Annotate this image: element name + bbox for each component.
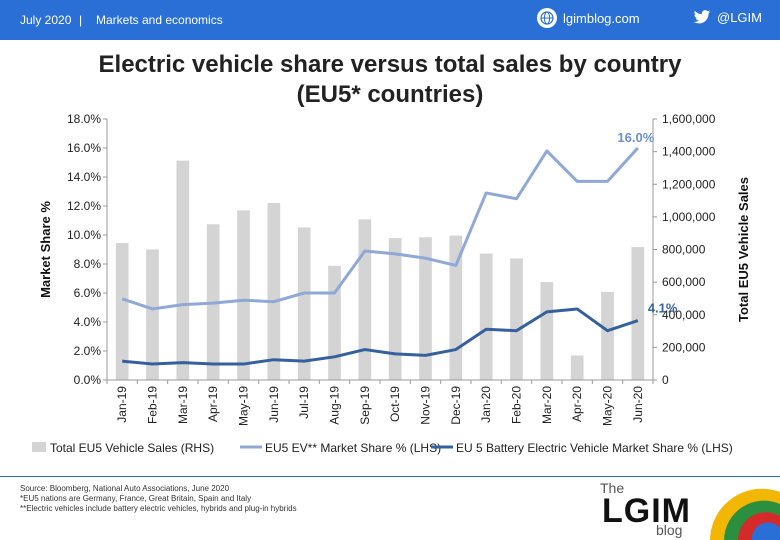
bar-total-sales <box>115 242 129 380</box>
bar-total-sales <box>146 249 159 380</box>
bar-total-sales <box>510 258 523 380</box>
bar-total-sales <box>297 227 311 380</box>
x-tick-label: Dec-19 <box>449 386 463 425</box>
y-axis-title-left: Market Share % <box>38 201 53 298</box>
right-tick-label: 800,000 <box>662 243 706 257</box>
chart: 0.0% 2.0% 4.0% 6.0% 8.0% 10.0% 12.0% 14.0% 16.0%… <box>32 112 751 455</box>
x-tick-label: Jun-20 <box>631 386 645 423</box>
left-tick-label: 8.0% <box>74 257 102 271</box>
lgim-blog-logo[interactable]: The LGIM blog <box>600 478 780 540</box>
x-tick-label: May-20 <box>601 386 615 426</box>
y-axis-title-right: Total EU5 Vehicle Sales <box>736 177 751 322</box>
right-tick-label: 1,400,000 <box>662 145 716 159</box>
footer-notes: Source: Bloomberg, National Auto Associa… <box>20 484 297 514</box>
site-label: lgimblog.com <box>563 10 640 26</box>
twitter-link[interactable]: @LGIM <box>693 10 762 25</box>
left-tick-label: 14.0% <box>67 170 101 184</box>
header-separator: | <box>79 13 83 27</box>
x-tick-label: Jan-19 <box>115 386 129 423</box>
left-tick-label: 2.0% <box>74 344 102 358</box>
bar-total-sales <box>237 210 250 380</box>
right-tick-label: 400,000 <box>662 308 706 322</box>
x-tick-label: Apr-20 <box>570 386 584 422</box>
bar-total-sales <box>570 355 584 380</box>
left-tick-label: 16.0% <box>67 141 101 155</box>
right-tick-label: 600,000 <box>662 275 706 289</box>
logo-lgim: LGIM <box>602 492 691 530</box>
bar-total-sales <box>479 253 493 380</box>
bar-total-sales <box>631 247 645 380</box>
site-link[interactable]: lgimblog.com <box>537 8 640 28</box>
right-tick-label: 1,000,000 <box>662 210 716 224</box>
footer-note-source: Source: Bloomberg, National Auto Associa… <box>20 484 230 493</box>
bar-total-sales <box>328 265 341 380</box>
left-tick-label: 12.0% <box>67 199 101 213</box>
right-tick-label: 1,200,000 <box>662 177 716 191</box>
twitter-handle: @LGIM <box>717 10 762 25</box>
left-tick-label: 18.0% <box>67 112 101 126</box>
annotation-ev-share: 16.0% <box>617 130 654 145</box>
x-tick-label: Mar-19 <box>176 386 190 424</box>
x-tick-label: Apr-19 <box>206 386 220 422</box>
x-tick-label: Sep-19 <box>358 386 372 425</box>
x-tick-label: Feb-19 <box>146 386 160 424</box>
annotation-bev-share: 4.1% <box>648 301 678 316</box>
right-tick-label: 200,000 <box>662 340 706 354</box>
chart-title-line2: (EU5* countries) <box>296 81 484 108</box>
bar-total-sales <box>176 160 190 380</box>
bar-total-sales <box>601 291 614 380</box>
chart-title-line1: Electric vehicle share versus total sale… <box>98 51 682 78</box>
legend-label-total-sales: Total EU5 Vehicle Sales (RHS) <box>50 441 214 455</box>
bar-total-sales <box>358 219 372 380</box>
x-tick-label: Jan-20 <box>479 386 493 423</box>
footer-note-ev: **Electric vehicles include battery elec… <box>20 504 297 513</box>
x-tick-label: Jun-19 <box>267 386 281 423</box>
line-bev-share <box>122 307 639 366</box>
section-link[interactable]: Markets and economics <box>96 13 223 27</box>
left-tick-label: 4.0% <box>74 315 102 329</box>
bar-total-sales <box>419 237 432 380</box>
logo-blog: blog <box>656 522 683 538</box>
twitter-bird-icon <box>693 10 711 24</box>
bar-total-sales <box>449 235 463 380</box>
bar-total-sales <box>267 203 281 380</box>
bar-total-sales <box>540 282 554 380</box>
bar-total-sales <box>388 238 402 380</box>
umbrella-icon <box>710 488 780 540</box>
right-tick-label: 1,600,000 <box>662 112 716 126</box>
left-tick-label: 10.0% <box>67 228 101 242</box>
x-tick-label: Nov-19 <box>419 386 433 425</box>
left-tick-label: 6.0% <box>74 286 102 300</box>
x-tick-label: Feb-20 <box>510 386 524 424</box>
x-tick-label: Mar-20 <box>540 386 554 424</box>
footer-note-eu5: *EU5 nations are Germany, France, Great … <box>20 494 252 503</box>
right-tick-label: 0 <box>662 373 669 387</box>
x-tick-label: Oct-19 <box>388 386 402 422</box>
legend-label-bev-share: EU 5 Battery Electric Vehicle Market Sha… <box>456 441 733 455</box>
logo-the: The <box>600 480 625 496</box>
x-tick-label: Aug-19 <box>328 386 342 425</box>
x-tick-label: Jul-19 <box>297 386 311 419</box>
top-bar: July 2020 | Markets and economics lgimbl… <box>0 0 780 40</box>
legend-label-ev-share: EU5 EV** Market Share % (LHS) <box>265 441 441 455</box>
line-ev-share <box>121 146 639 311</box>
legend-swatch-total-sales <box>32 442 46 452</box>
publication-date: July 2020 <box>20 13 72 27</box>
footer-divider <box>0 476 780 477</box>
left-tick-label: 0.0% <box>74 373 102 387</box>
globe-icon <box>537 8 557 28</box>
x-tick-label: May-19 <box>237 386 251 426</box>
chart-title: Electric vehicle share versus total sale… <box>0 50 780 110</box>
